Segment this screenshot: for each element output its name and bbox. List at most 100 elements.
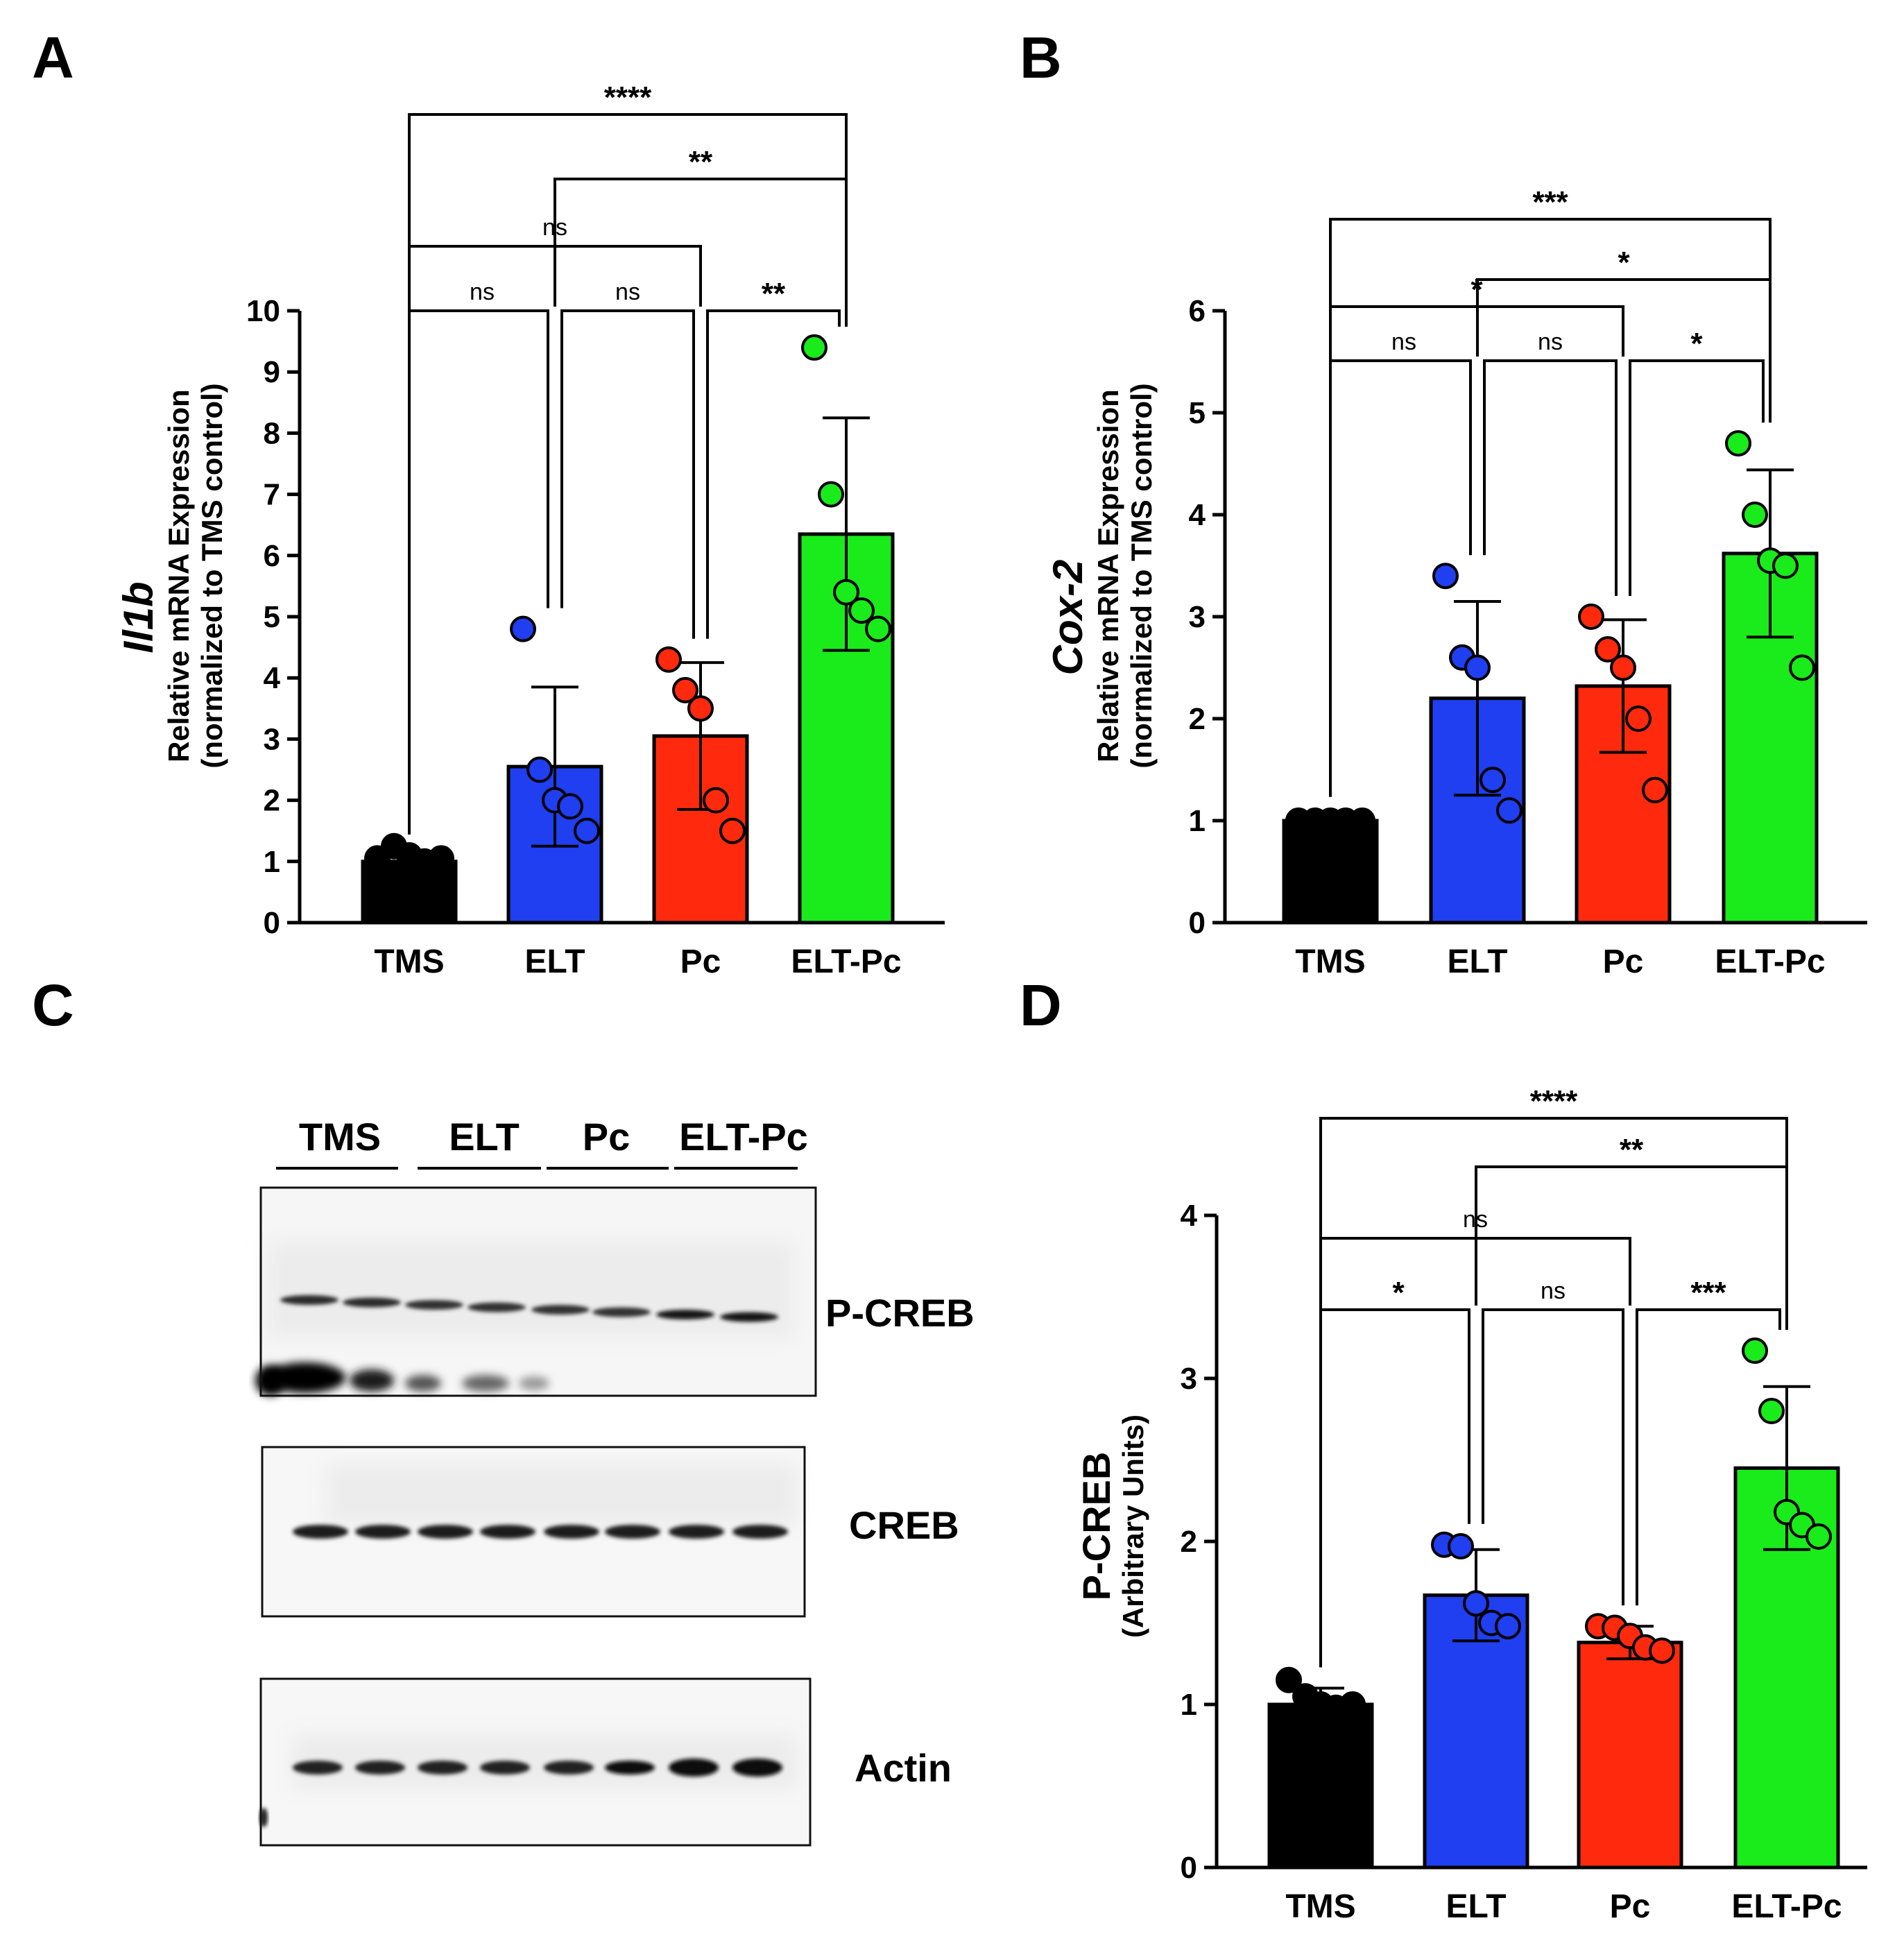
data-point-tms xyxy=(1339,1691,1366,1718)
significance-bracket xyxy=(560,309,695,639)
lane-label-pc: Pc xyxy=(583,1115,631,1158)
significance-label: * xyxy=(1618,246,1630,280)
category-label-tms: TMS xyxy=(1295,943,1365,980)
y-tick-label: 5 xyxy=(264,600,280,634)
category-label-elt: ELT xyxy=(1447,943,1507,980)
y-tick-label: 3 xyxy=(1181,1362,1197,1396)
y-tick-label: 7 xyxy=(264,478,280,512)
y-tick-label: 4 xyxy=(1181,1199,1198,1233)
significance-label: *** xyxy=(1532,185,1568,219)
blot-band xyxy=(280,1295,338,1305)
blot-label-pcreb: P-CREB xyxy=(825,1291,975,1335)
data-point-pc xyxy=(1642,776,1668,803)
lane-label-elt: ELT xyxy=(449,1115,520,1158)
bar-tms xyxy=(361,860,458,925)
data-point-elt xyxy=(526,756,553,783)
category-label-elt-pc: ELT-Pc xyxy=(1731,1888,1842,1925)
significance-bracket xyxy=(1329,218,1772,797)
data-point-pc xyxy=(655,646,682,673)
data-point-elt xyxy=(1480,767,1506,794)
y-axis-label-main: P-CREB xyxy=(1074,1452,1118,1601)
category-label-pc: Pc xyxy=(1603,943,1644,980)
panel-label-b: B xyxy=(1020,25,1062,90)
data-point-elt-pc xyxy=(1772,552,1799,579)
significance-label: ns xyxy=(1538,329,1563,355)
blot-band xyxy=(293,1525,348,1539)
y-axis-gene-label: Il1b xyxy=(115,581,162,653)
data-point-elt xyxy=(510,615,536,642)
significance-label: ** xyxy=(762,277,786,311)
panel-label-a: A xyxy=(32,25,74,90)
data-point-pc xyxy=(1610,654,1636,681)
blot-band xyxy=(343,1297,401,1308)
blot-band xyxy=(468,1302,526,1312)
data-point-elt xyxy=(1496,797,1523,824)
significance-bracket xyxy=(1636,1308,1781,1606)
bar-pc xyxy=(1577,1641,1683,1870)
western-blot: TMS ELT Pc ELT-Pc P-CREB CREB xyxy=(255,1115,975,1847)
bar-tms xyxy=(1282,819,1379,925)
category-label-elt: ELT xyxy=(1446,1888,1506,1925)
panel-label-d: D xyxy=(1020,973,1062,1038)
blot-band xyxy=(669,1525,724,1539)
y-axis-gene-label: Cox-2 xyxy=(1045,560,1091,676)
blot-band xyxy=(544,1525,599,1539)
blot-image-creb xyxy=(261,1446,806,1618)
y-tick-label: 4 xyxy=(264,661,281,695)
data-point-pc xyxy=(719,817,746,844)
y-tick-label: 8 xyxy=(264,416,280,450)
blot-band xyxy=(605,1761,655,1775)
data-point-pc xyxy=(703,787,729,814)
blot-band xyxy=(732,1759,782,1777)
blot-band xyxy=(592,1307,651,1317)
blot-band xyxy=(669,1759,719,1777)
blot-band xyxy=(480,1761,530,1775)
y-tick-label: 2 xyxy=(1181,1525,1197,1559)
data-point-elt-pc xyxy=(1725,430,1751,457)
category-label-pc: Pc xyxy=(1610,1888,1651,1925)
y-axis-label-line1: Relative mRNA Expression xyxy=(1092,389,1124,762)
blot-image-actin xyxy=(259,1677,812,1847)
y-tick-label: 4 xyxy=(1189,498,1206,532)
significance-label: ns xyxy=(470,279,495,305)
blot-band xyxy=(405,1300,463,1310)
significance-label: ns xyxy=(1391,329,1416,355)
y-tick-label: 2 xyxy=(1189,702,1206,736)
data-point-tms xyxy=(428,845,454,872)
y-tick-label: 0 xyxy=(1181,1851,1197,1885)
blot-band xyxy=(355,1525,411,1539)
data-point-elt-pc xyxy=(801,334,827,361)
y-tick-label: 10 xyxy=(246,294,280,328)
blot-band xyxy=(355,1761,405,1775)
data-point-elt xyxy=(557,793,583,820)
significance-bracket xyxy=(1482,1308,1624,1606)
data-point-elt-pc xyxy=(848,597,875,624)
panel-label-c: C xyxy=(32,973,74,1038)
data-point-elt xyxy=(1448,1533,1474,1560)
y-axis-label-line1: Relative mRNA Expression xyxy=(162,389,195,762)
blot-band xyxy=(418,1761,468,1775)
blot-band xyxy=(732,1525,788,1539)
data-point-elt xyxy=(1495,1613,1521,1640)
data-point-elt-pc xyxy=(818,481,844,508)
y-tick-label: 0 xyxy=(264,906,280,940)
data-point-elt-pc xyxy=(833,579,859,606)
significance-label: * xyxy=(1392,1276,1405,1310)
y-tick-label: 3 xyxy=(264,722,280,756)
data-point-pc xyxy=(687,695,714,722)
y-tick-label: 6 xyxy=(1189,294,1206,328)
significance-label: *** xyxy=(1690,1276,1726,1310)
blot-band xyxy=(720,1312,778,1322)
blot-label-creb: CREB xyxy=(849,1503,959,1547)
blot-band xyxy=(544,1761,594,1775)
y-tick-label: 3 xyxy=(1189,600,1206,634)
blot-label-actin: Actin xyxy=(855,1746,952,1790)
y-tick-label: 5 xyxy=(1189,396,1206,430)
significance-label: **** xyxy=(1530,1084,1578,1118)
significance-bracket xyxy=(1629,359,1765,596)
category-label-pc: Pc xyxy=(680,943,721,980)
